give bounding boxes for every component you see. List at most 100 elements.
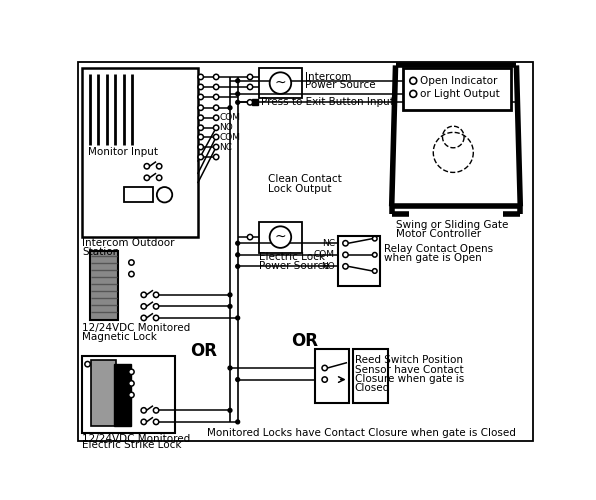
Text: 12/24VDC Monitored: 12/24VDC Monitored xyxy=(82,323,190,333)
Circle shape xyxy=(153,316,159,320)
Circle shape xyxy=(322,377,327,382)
Circle shape xyxy=(153,304,159,309)
Circle shape xyxy=(228,408,232,412)
Text: OR: OR xyxy=(190,342,217,360)
Circle shape xyxy=(247,84,253,89)
Circle shape xyxy=(236,79,240,82)
Bar xyxy=(259,222,302,252)
Circle shape xyxy=(157,175,162,180)
Circle shape xyxy=(343,240,348,246)
Circle shape xyxy=(213,94,219,100)
Circle shape xyxy=(141,316,147,320)
Circle shape xyxy=(269,226,291,248)
Circle shape xyxy=(144,175,150,180)
Text: NO: NO xyxy=(219,124,233,132)
Circle shape xyxy=(247,234,253,240)
Circle shape xyxy=(213,74,219,80)
Circle shape xyxy=(213,144,219,150)
Circle shape xyxy=(141,292,147,298)
Circle shape xyxy=(213,154,219,160)
Circle shape xyxy=(410,78,417,84)
Bar xyxy=(338,236,380,286)
Circle shape xyxy=(228,293,232,297)
Circle shape xyxy=(198,115,203,120)
Text: Intercom: Intercom xyxy=(305,72,352,82)
Bar xyxy=(353,349,388,403)
Circle shape xyxy=(236,378,240,382)
Text: Sensor have Contact: Sensor have Contact xyxy=(355,364,463,374)
Circle shape xyxy=(213,125,219,130)
Text: Open Indicator: Open Indicator xyxy=(420,76,498,86)
Bar xyxy=(114,364,132,426)
Circle shape xyxy=(144,164,150,169)
Text: ~: ~ xyxy=(275,230,286,244)
Text: NC: NC xyxy=(322,239,335,248)
Circle shape xyxy=(198,84,203,89)
Text: ~: ~ xyxy=(275,76,286,90)
Circle shape xyxy=(198,154,203,160)
Text: Electric Lock: Electric Lock xyxy=(259,252,325,262)
Circle shape xyxy=(129,392,134,398)
Circle shape xyxy=(198,74,203,80)
Circle shape xyxy=(343,264,348,269)
Circle shape xyxy=(141,419,147,424)
Text: Electric Strike Lock: Electric Strike Lock xyxy=(82,440,182,450)
Circle shape xyxy=(141,304,147,309)
Circle shape xyxy=(153,292,159,298)
Circle shape xyxy=(213,115,219,120)
Text: when gate is Open: when gate is Open xyxy=(384,253,482,263)
Text: COM: COM xyxy=(313,250,335,260)
Text: COM: COM xyxy=(219,132,240,141)
Circle shape xyxy=(157,187,172,202)
Bar xyxy=(315,349,349,403)
Circle shape xyxy=(141,408,147,413)
Text: Clean Contact: Clean Contact xyxy=(268,174,342,184)
Circle shape xyxy=(228,106,232,110)
Circle shape xyxy=(129,272,134,277)
Circle shape xyxy=(236,100,240,104)
Circle shape xyxy=(198,134,203,140)
Text: Relay Contact Opens: Relay Contact Opens xyxy=(384,244,493,254)
Text: Station: Station xyxy=(82,246,119,256)
Circle shape xyxy=(213,134,219,140)
Circle shape xyxy=(213,84,219,89)
Text: Closure when gate is: Closure when gate is xyxy=(355,374,464,384)
Text: 12/24VDC Monitored: 12/24VDC Monitored xyxy=(82,434,190,444)
Circle shape xyxy=(236,92,240,96)
Circle shape xyxy=(372,252,377,257)
Circle shape xyxy=(85,362,90,367)
Circle shape xyxy=(410,90,417,98)
Circle shape xyxy=(129,369,134,374)
Circle shape xyxy=(322,366,327,370)
Bar xyxy=(82,356,175,434)
Text: Power Source: Power Source xyxy=(259,262,330,272)
Text: or Light Output: or Light Output xyxy=(420,89,500,99)
Text: Swing or Sliding Gate: Swing or Sliding Gate xyxy=(396,220,508,230)
Circle shape xyxy=(247,100,253,105)
Bar xyxy=(259,68,302,98)
Text: Intercom Outdoor: Intercom Outdoor xyxy=(82,238,175,248)
Circle shape xyxy=(129,380,134,386)
Circle shape xyxy=(236,253,240,256)
Bar xyxy=(90,251,119,320)
Bar xyxy=(403,68,511,110)
Bar xyxy=(124,187,153,202)
Text: OR: OR xyxy=(291,332,319,350)
Circle shape xyxy=(236,316,240,320)
Text: Reed Switch Position: Reed Switch Position xyxy=(355,356,462,366)
Bar xyxy=(91,360,116,426)
Circle shape xyxy=(372,268,377,274)
Text: Power Source: Power Source xyxy=(305,80,376,90)
Circle shape xyxy=(228,304,232,308)
Circle shape xyxy=(198,105,203,110)
Circle shape xyxy=(343,252,348,258)
Circle shape xyxy=(213,105,219,110)
Bar xyxy=(82,68,198,237)
Circle shape xyxy=(198,144,203,150)
Circle shape xyxy=(157,164,162,169)
Circle shape xyxy=(236,420,240,424)
Circle shape xyxy=(247,74,253,80)
Circle shape xyxy=(129,260,134,265)
Bar xyxy=(252,100,257,105)
Circle shape xyxy=(236,264,240,268)
